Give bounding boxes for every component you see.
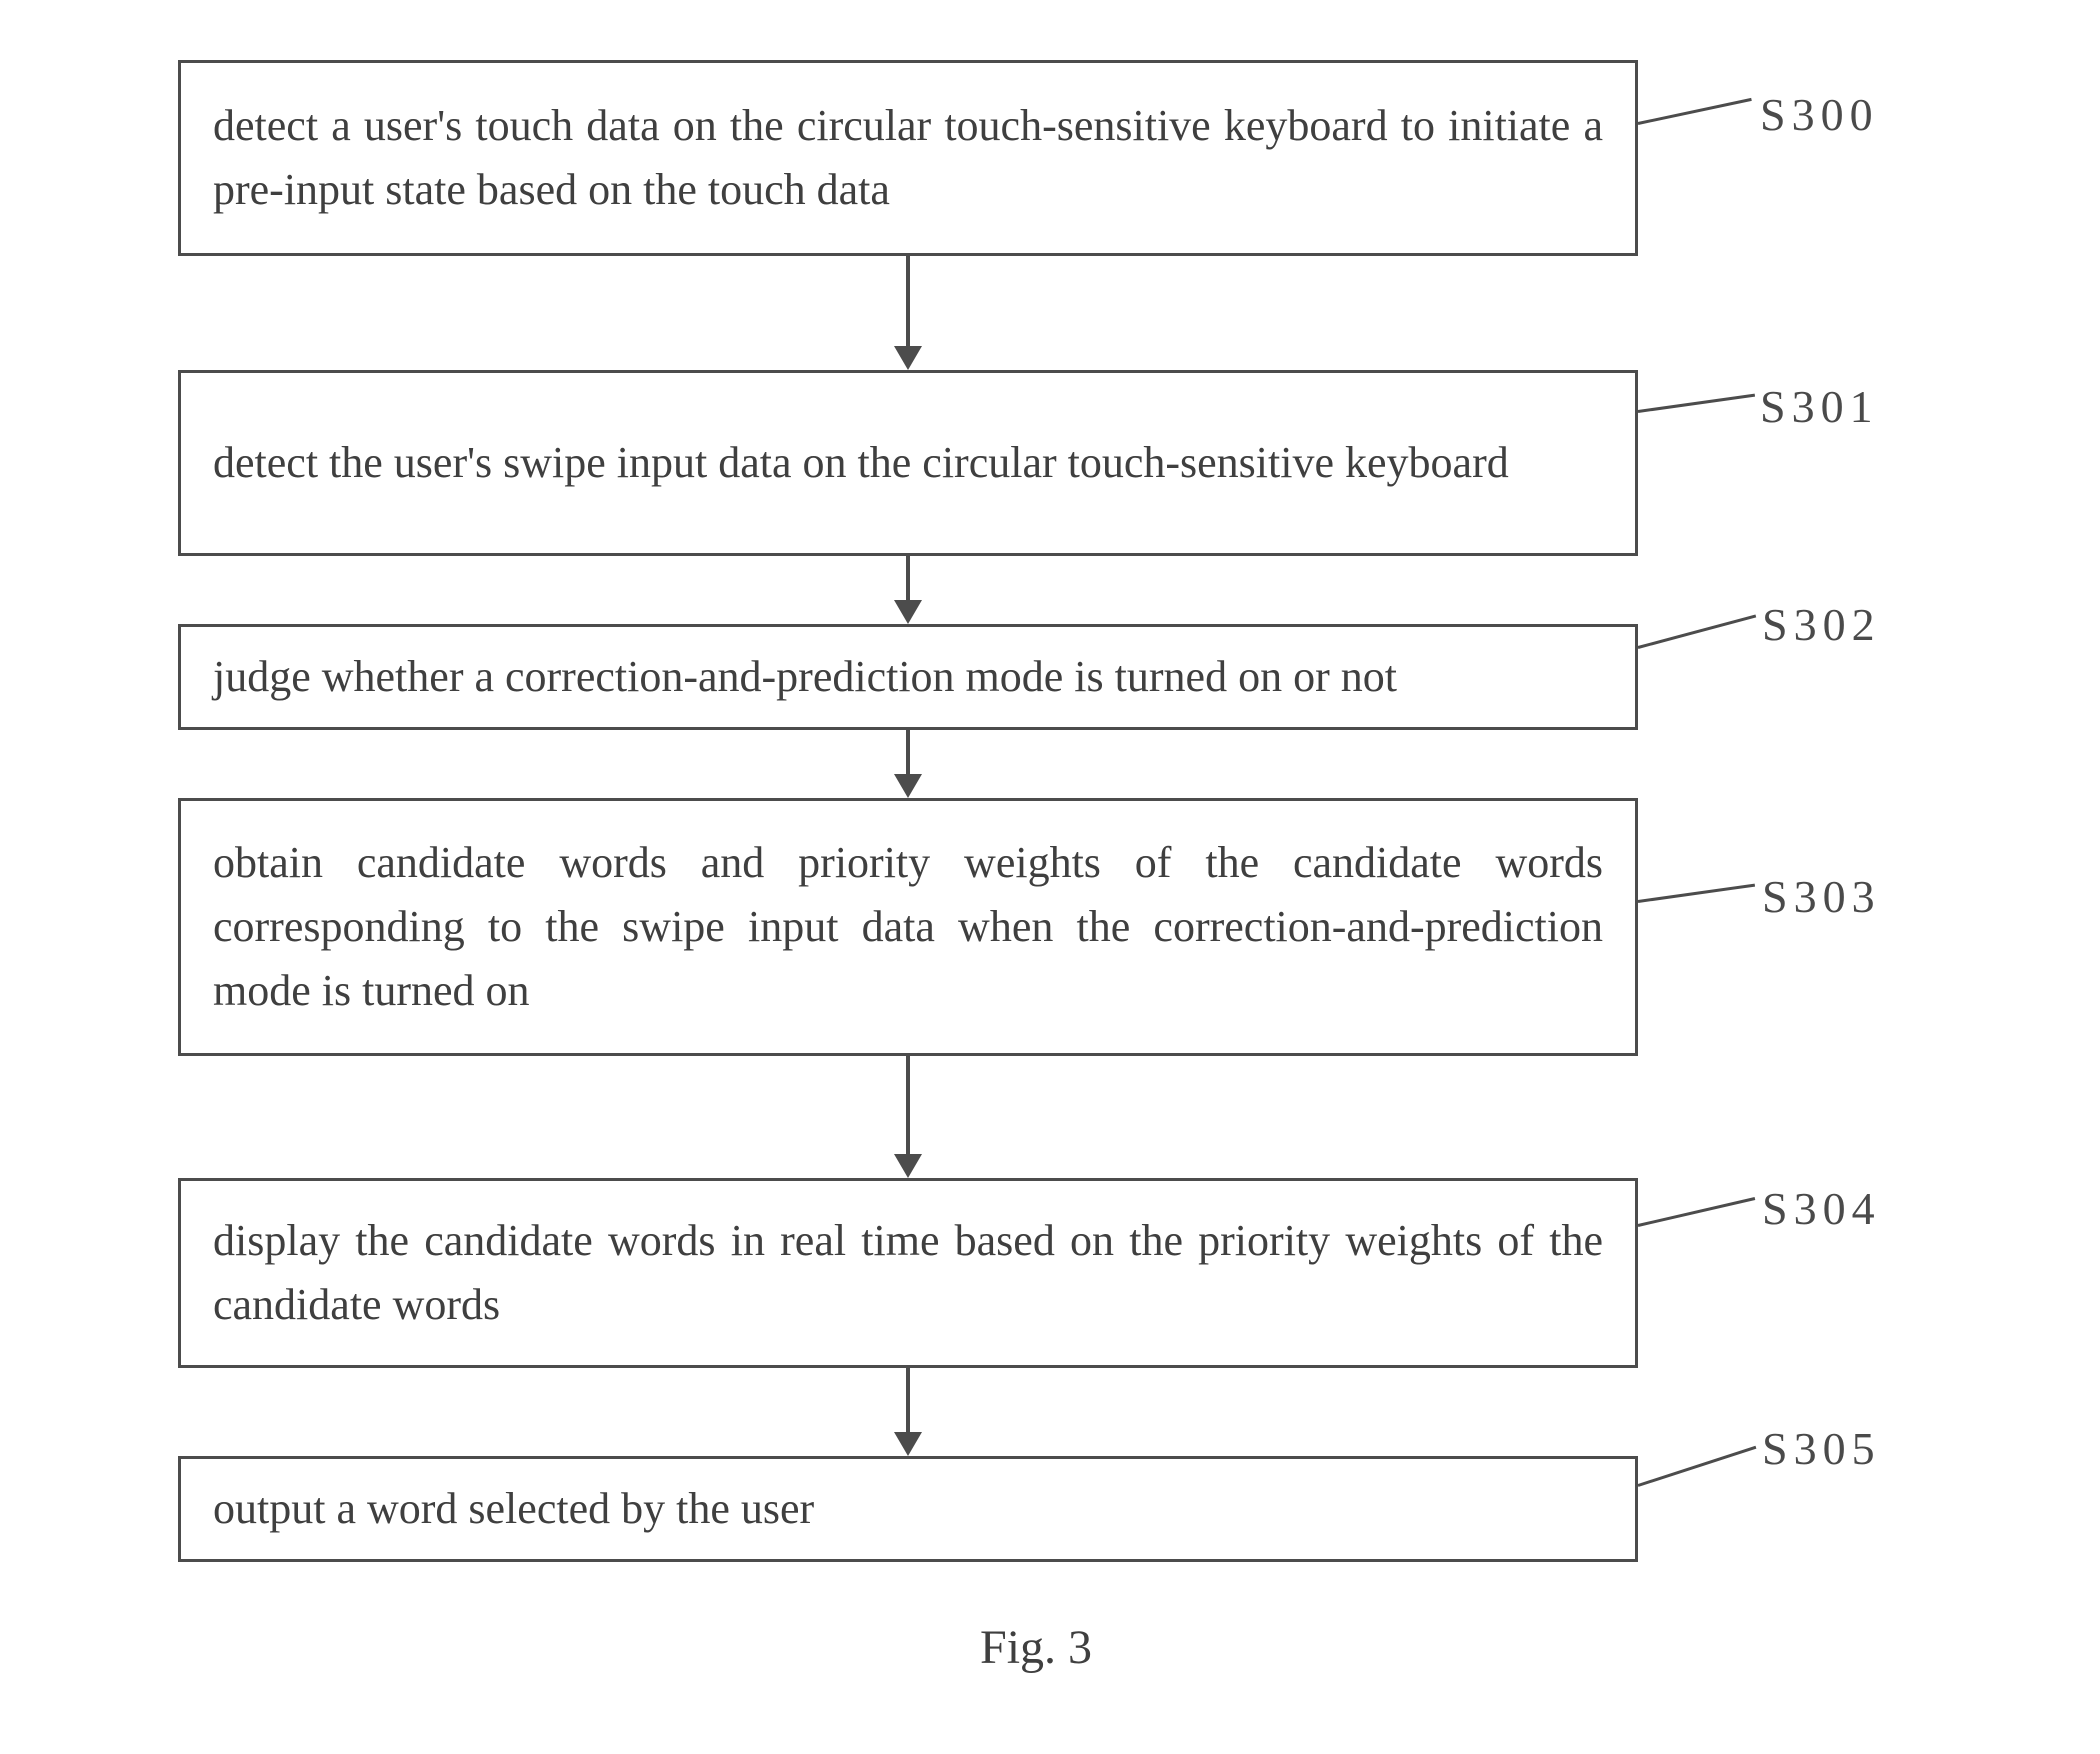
- flow-arrow: [888, 730, 928, 798]
- step-text: judge whether a correction-and-predictio…: [213, 645, 1603, 709]
- leader-line: [1638, 1446, 1757, 1487]
- step-text: display the candidate words in real time…: [213, 1209, 1603, 1337]
- step-label-s302: S302: [1762, 598, 1881, 651]
- leader-line: [1638, 614, 1757, 648]
- step-text: detect a user's touch data on the circul…: [213, 94, 1603, 222]
- step-text: obtain candidate words and priority weig…: [213, 831, 1603, 1022]
- figure-caption: Fig. 3: [980, 1620, 1092, 1675]
- step-label-s303: S303: [1762, 870, 1881, 923]
- step-box-s300: detect a user's touch data on the circul…: [178, 60, 1638, 256]
- step-box-s303: obtain candidate words and priority weig…: [178, 798, 1638, 1056]
- flow-arrow: [888, 1368, 928, 1456]
- step-text: output a word selected by the user: [213, 1477, 1603, 1541]
- flow-arrow: [888, 1056, 928, 1178]
- leader-line: [1638, 884, 1755, 903]
- step-label-s301: S301: [1760, 380, 1879, 433]
- step-label-s304: S304: [1762, 1182, 1881, 1235]
- step-box-s302: judge whether a correction-and-predictio…: [178, 624, 1638, 730]
- step-label-s300: S300: [1760, 88, 1879, 141]
- step-box-s301: detect the user's swipe input data on th…: [178, 370, 1638, 556]
- flow-arrow: [888, 556, 928, 624]
- step-text: detect the user's swipe input data on th…: [213, 431, 1603, 495]
- leader-line: [1638, 98, 1752, 125]
- step-box-s305: output a word selected by the user: [178, 1456, 1638, 1562]
- leader-line: [1638, 394, 1755, 413]
- flowchart-canvas: { "figure": { "caption": "Fig. 3", "capt…: [0, 0, 2100, 1754]
- flow-arrow: [888, 256, 928, 370]
- step-box-s304: display the candidate words in real time…: [178, 1178, 1638, 1368]
- leader-line: [1638, 1197, 1756, 1227]
- step-label-s305: S305: [1762, 1422, 1881, 1475]
